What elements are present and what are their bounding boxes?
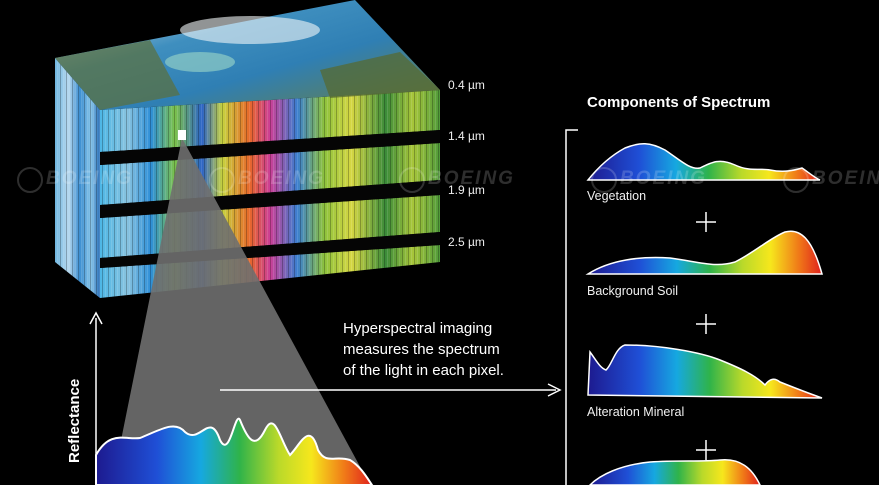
- alteration-mineral-spectrum: [587, 344, 823, 399]
- components-title: Components of Spectrum: [587, 94, 771, 111]
- component-label-vegetation: Vegetation: [587, 189, 647, 203]
- watermark-text: BOEING: [812, 168, 879, 189]
- y-axis-label: Reflectance: [66, 378, 83, 463]
- wavelength-label: 1.9 µm: [448, 183, 485, 197]
- watermark-text: BOEING: [428, 168, 515, 189]
- main-spectrum-curve: [95, 417, 374, 485]
- wavelength-label: 2.5 µm: [448, 235, 485, 249]
- watermark-logos: [17, 167, 809, 193]
- caption-arrowhead: [547, 383, 562, 397]
- caption: Hyperspectral imaging measures the spect…: [343, 318, 553, 381]
- vegetation-spectrum: [586, 143, 821, 181]
- fourth-component-spectrum: [588, 459, 761, 485]
- selected-pixel: [178, 130, 186, 140]
- cube-front-face: [100, 90, 440, 298]
- background-soil-spectrum: [585, 230, 823, 275]
- wavelength-label: 1.4 µm: [448, 129, 485, 143]
- components-bracket: [565, 129, 578, 485]
- caption-line: measures the spectrum: [343, 341, 500, 358]
- wavelength-label: 0.4 µm: [448, 78, 485, 92]
- watermark-text: BOEING: [620, 168, 707, 189]
- cube-top-satellite-image: [55, 0, 440, 110]
- watermark-text: BOEING: [46, 168, 133, 189]
- watermark-text: BOEING: [238, 168, 325, 189]
- caption-line: Hyperspectral imaging: [343, 320, 493, 337]
- component-label-background-soil: Background Soil: [587, 284, 679, 298]
- cube-side-face: [55, 58, 100, 298]
- pixel-cone: [112, 138, 370, 485]
- y-axis-arrowhead: [89, 311, 103, 325]
- component-label-alteration-mineral: Alteration Mineral: [587, 405, 685, 419]
- caption-line: of the light in each pixel.: [343, 362, 504, 379]
- plus-symbols: [696, 212, 716, 460]
